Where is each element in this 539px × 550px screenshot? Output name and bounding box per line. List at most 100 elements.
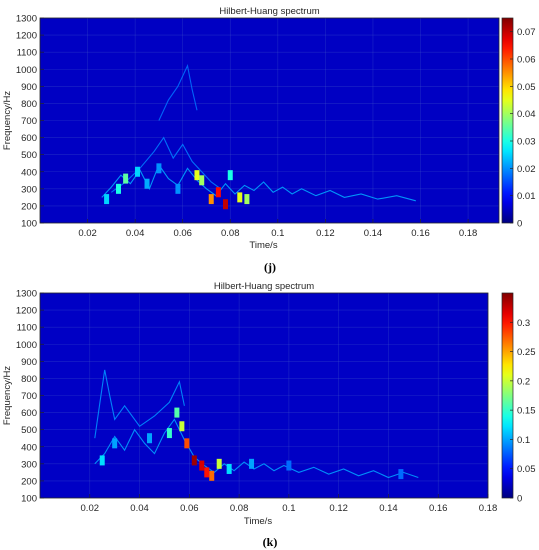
- hotspot-1: [112, 438, 118, 449]
- panel-j: Hilbert-Huang spectrum 0.02 0.04 0.06 0.08 0.…: [2, 6, 536, 274]
- chart-title: Hilbert-Huang spectrum: [214, 281, 314, 292]
- x-tick-label: 0.16: [411, 228, 430, 239]
- hotspot-10: [209, 470, 215, 481]
- colorbar-tick-label: 0.1: [517, 435, 530, 446]
- hotspot-5: [179, 421, 185, 432]
- y-tick-label: 100: [21, 219, 37, 230]
- colorbar-tick-label: 0.3: [517, 318, 530, 329]
- hotspot-13: [249, 458, 255, 469]
- panel-label: (k): [263, 535, 278, 549]
- y-tick-label: 100: [21, 494, 37, 505]
- y-tick-label: 900: [21, 82, 37, 93]
- y-axis-label: Frequency/Hz: [2, 366, 13, 425]
- x-tick-label: 0.18: [479, 503, 498, 514]
- colorbar-tick-label: 0.25: [517, 347, 536, 358]
- hotspot-8: [199, 460, 205, 471]
- colorbar: [501, 292, 514, 499]
- y-tick-label: 400: [21, 167, 37, 178]
- y-tick-label: 700: [21, 391, 37, 402]
- hotspot-12: [226, 463, 232, 474]
- x-tick-label: 0.1: [271, 228, 284, 239]
- y-tick-label: 1200: [16, 31, 37, 42]
- y-tick-label: 400: [21, 442, 37, 453]
- hotspot-4: [144, 178, 150, 189]
- x-tick-label: 0.08: [221, 228, 240, 239]
- chart-title: Hilbert-Huang spectrum: [219, 6, 319, 17]
- hotspot-7: [191, 455, 197, 466]
- panel-k: Hilbert-Huang spectrum 0.02 0.04 0.06 0.08 0.…: [2, 281, 536, 549]
- hotspot-2: [147, 433, 153, 444]
- y-tick-label: 1000: [16, 340, 37, 351]
- x-tick-label: 0.08: [230, 503, 249, 514]
- y-tick-label: 900: [21, 357, 37, 368]
- x-tick-label: 0.02: [81, 503, 100, 514]
- y-tick-label: 1300: [16, 14, 37, 25]
- hotspot-13: [237, 192, 243, 203]
- x-tick-label: 0.04: [126, 228, 145, 239]
- hotspot-9: [204, 467, 210, 478]
- hotspot-1: [115, 183, 121, 194]
- y-tick-label: 600: [21, 133, 37, 144]
- y-tick-label: 200: [21, 476, 37, 487]
- y-tick-label: 200: [21, 201, 37, 212]
- colorbar-tick-label: 0.05: [517, 464, 536, 475]
- colorbar-tick-label: 0.07: [517, 27, 536, 38]
- ridge-trace-2: [158, 64, 198, 121]
- hotspot-14: [244, 194, 250, 205]
- y-tick-label: 500: [21, 150, 37, 161]
- x-tick-label: 0.18: [459, 228, 478, 239]
- hotspot-6: [175, 183, 181, 194]
- colorbar-tick-label: 0.03: [517, 137, 536, 148]
- hotspot-14: [286, 460, 292, 471]
- colorbar-tick-label: 0.05: [517, 82, 536, 93]
- x-axis-label: Time/s: [244, 516, 272, 527]
- x-tick-label: 0.12: [316, 228, 335, 239]
- y-tick-label: 700: [21, 116, 37, 127]
- colorbar-tick-label: 0: [517, 219, 522, 230]
- x-tick-label: 0.04: [130, 503, 149, 514]
- colorbar-tick-label: 0.02: [517, 164, 536, 175]
- hotspot-11: [223, 199, 229, 210]
- colorbar-tick-label: 0: [517, 494, 522, 505]
- hotspot-15: [398, 469, 404, 480]
- ridge-trace-1: [94, 369, 185, 439]
- y-tick-label: 800: [21, 99, 37, 110]
- x-tick-label: 0.14: [364, 228, 383, 239]
- colorbar-tick-label: 0.01: [517, 191, 536, 202]
- x-axis-label: Time/s: [249, 240, 277, 251]
- hotspot-9: [208, 194, 214, 205]
- hotspot-0: [99, 455, 105, 466]
- colorbar-tick-label: 0.2: [517, 376, 530, 387]
- colorbar: [501, 17, 514, 224]
- y-tick-label: 800: [21, 374, 37, 385]
- hotspot-0: [104, 194, 110, 205]
- y-axis-label: Frequency/Hz: [2, 91, 13, 150]
- hotspot-4: [174, 407, 180, 418]
- ridge-trace-0: [94, 418, 419, 479]
- y-tick-label: 300: [21, 459, 37, 470]
- x-tick-label: 0.12: [329, 503, 348, 514]
- hotspot-5: [156, 163, 162, 174]
- y-tick-label: 600: [21, 408, 37, 419]
- y-tick-label: 1200: [16, 306, 37, 317]
- x-tick-label: 0.14: [379, 503, 398, 514]
- hotspot-11: [216, 458, 222, 469]
- hotspot-3: [166, 428, 172, 439]
- colorbar-tick-label: 0.06: [517, 55, 536, 66]
- hotspot-12: [227, 170, 233, 181]
- x-tick-label: 0.02: [78, 228, 97, 239]
- colorbar-tick-label: 0.15: [517, 406, 536, 417]
- y-tick-label: 1300: [16, 289, 37, 300]
- y-tick-label: 1100: [17, 48, 37, 59]
- hotspot-7: [194, 170, 200, 181]
- hotspot-2: [123, 173, 129, 184]
- colorbar-tick-label: 0.04: [517, 109, 536, 120]
- x-tick-label: 0.06: [173, 228, 192, 239]
- y-tick-label: 500: [21, 425, 37, 436]
- y-tick-label: 300: [21, 184, 37, 195]
- hotspot-6: [184, 438, 190, 449]
- hotspot-10: [215, 187, 221, 198]
- x-tick-label: 0.06: [180, 503, 199, 514]
- y-tick-label: 1100: [17, 323, 37, 334]
